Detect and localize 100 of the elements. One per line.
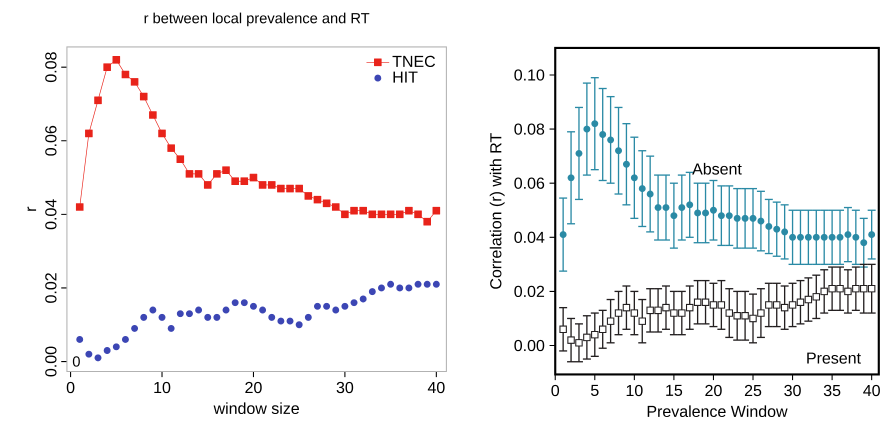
point bbox=[76, 336, 84, 343]
point bbox=[765, 222, 772, 230]
point bbox=[332, 203, 340, 211]
point bbox=[268, 314, 276, 321]
x-tick-label: 40 bbox=[428, 382, 445, 393]
point bbox=[575, 338, 583, 346]
point bbox=[213, 170, 221, 178]
x-tick-label: 10 bbox=[154, 382, 170, 393]
point bbox=[314, 196, 322, 204]
point bbox=[186, 170, 194, 178]
y-tick-label: 0.00 bbox=[45, 346, 57, 376]
point bbox=[583, 333, 591, 341]
point bbox=[277, 184, 285, 192]
point bbox=[812, 292, 820, 300]
point bbox=[149, 306, 156, 314]
point bbox=[405, 284, 412, 292]
point bbox=[204, 314, 212, 321]
point bbox=[378, 210, 386, 218]
point bbox=[599, 130, 606, 138]
point bbox=[710, 301, 718, 308]
point bbox=[646, 306, 654, 314]
point bbox=[726, 212, 733, 219]
point bbox=[103, 63, 111, 71]
point bbox=[250, 302, 257, 310]
point bbox=[844, 287, 852, 295]
point bbox=[194, 170, 202, 178]
point bbox=[94, 354, 102, 362]
point bbox=[222, 306, 230, 314]
point bbox=[733, 312, 741, 320]
point bbox=[789, 234, 796, 241]
point bbox=[350, 206, 358, 214]
point bbox=[702, 298, 710, 306]
point bbox=[423, 218, 431, 226]
point bbox=[204, 180, 212, 189]
point bbox=[812, 234, 820, 241]
point bbox=[741, 312, 749, 320]
point bbox=[560, 230, 567, 238]
point bbox=[788, 301, 796, 308]
point bbox=[646, 190, 654, 198]
point bbox=[304, 314, 312, 321]
point bbox=[414, 210, 422, 218]
point bbox=[341, 302, 348, 310]
point bbox=[670, 212, 678, 219]
point bbox=[567, 336, 575, 344]
point bbox=[598, 325, 606, 333]
point bbox=[615, 147, 622, 154]
point bbox=[654, 306, 662, 314]
y-tick-label: 0.04 bbox=[45, 199, 57, 230]
point bbox=[820, 234, 828, 241]
point bbox=[104, 346, 111, 354]
point bbox=[757, 217, 764, 224]
x-tick-label: 0 bbox=[66, 382, 74, 393]
point bbox=[749, 314, 757, 322]
point bbox=[424, 280, 431, 288]
point bbox=[332, 306, 340, 314]
point bbox=[76, 203, 84, 211]
point bbox=[868, 230, 876, 238]
point bbox=[765, 301, 773, 308]
point bbox=[591, 120, 598, 127]
point bbox=[322, 199, 330, 207]
point bbox=[296, 321, 303, 328]
point bbox=[734, 214, 741, 222]
point bbox=[268, 180, 276, 189]
point bbox=[222, 166, 230, 174]
point bbox=[186, 310, 193, 317]
legend-label: HIT bbox=[394, 71, 418, 82]
point bbox=[678, 204, 686, 211]
legend-label: TNEC bbox=[392, 56, 436, 67]
x-tick-label: 30 bbox=[336, 382, 354, 393]
point bbox=[662, 204, 670, 211]
point bbox=[607, 136, 614, 144]
point bbox=[149, 111, 157, 119]
point bbox=[277, 317, 284, 324]
point bbox=[112, 343, 120, 350]
point bbox=[286, 317, 294, 324]
x-tick-label: 30 bbox=[784, 384, 801, 396]
point bbox=[670, 309, 678, 317]
point bbox=[622, 160, 630, 168]
point bbox=[258, 180, 266, 189]
point bbox=[726, 309, 734, 317]
y-tick-label: 0.04 bbox=[514, 231, 544, 243]
point bbox=[694, 298, 702, 306]
point bbox=[852, 234, 860, 241]
point bbox=[195, 306, 202, 314]
point bbox=[168, 324, 175, 332]
point bbox=[396, 284, 404, 292]
point bbox=[686, 304, 694, 312]
y-tick-label: 0.00 bbox=[514, 340, 544, 351]
y-tick-label: 0.08 bbox=[45, 52, 57, 82]
point bbox=[662, 304, 670, 312]
point bbox=[140, 92, 148, 100]
point bbox=[804, 234, 812, 241]
x-axis-title: window size bbox=[214, 402, 299, 414]
point bbox=[122, 70, 130, 78]
point bbox=[630, 309, 638, 317]
point bbox=[386, 210, 394, 218]
point bbox=[341, 210, 349, 218]
point bbox=[259, 306, 266, 314]
point bbox=[314, 302, 321, 310]
x-tick-label: 35 bbox=[824, 384, 840, 396]
